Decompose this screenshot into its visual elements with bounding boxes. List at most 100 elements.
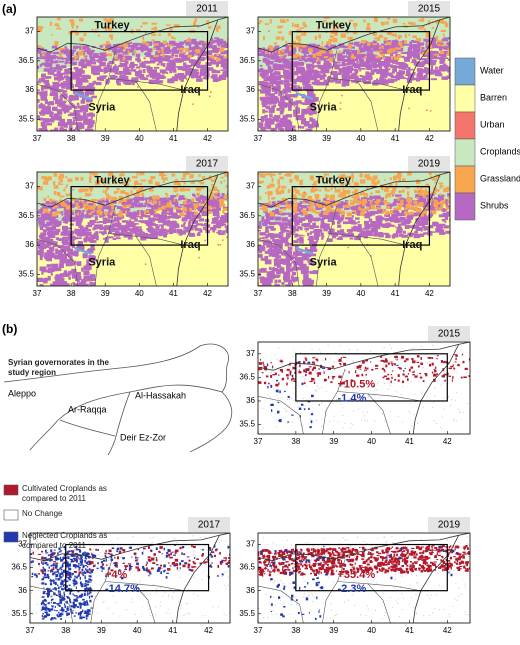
land-cover [169,221,176,225]
land-cover [369,196,376,199]
land-cover [210,59,217,63]
land-cover [63,93,66,98]
land-cover [312,60,315,65]
land-cover [134,218,138,222]
land-cover [38,209,43,214]
land-cover [394,175,400,178]
land-cover [219,74,223,77]
land-cover [120,190,126,194]
land-cover [86,87,91,92]
land-cover [161,57,167,61]
land-cover [83,232,91,235]
land-cover [78,197,82,200]
land-cover [89,49,91,52]
land-cover [166,194,169,197]
land-cover [365,41,369,44]
land-cover [166,62,173,67]
land-cover [199,68,207,71]
land-cover [302,102,309,105]
land-cover [65,219,70,222]
land-cover [64,72,69,75]
land-cover [292,48,297,52]
land-cover [183,222,186,224]
land-cover [133,201,137,206]
land-cover [197,50,204,55]
land-cover [439,198,444,201]
land-cover [217,189,220,194]
land-cover [109,34,114,38]
land-cover [162,55,168,58]
land-cover [351,53,355,58]
land-cover [423,228,427,231]
land-cover [295,216,300,219]
land-cover [351,178,354,183]
land-cover [286,84,290,89]
land-cover [303,75,310,79]
land-cover [297,61,305,66]
land-cover [280,226,286,231]
land-cover [298,41,301,44]
land-cover [223,70,228,73]
land-cover [316,56,320,62]
land-cover [159,172,164,177]
land-cover [191,198,195,203]
land-cover [92,202,95,204]
land-cover [78,224,81,228]
land-cover [220,76,226,81]
land-cover [157,45,165,48]
land-cover [134,77,138,81]
land-cover [265,226,269,231]
land-cover [61,57,69,60]
land-cover [163,76,167,79]
land-cover [358,57,363,60]
land-cover [58,175,61,180]
land-cover [176,200,179,202]
land-cover [317,27,320,32]
land-cover [102,48,108,52]
land-cover [68,127,73,131]
land-cover [73,250,79,256]
land-cover [222,219,226,224]
land-cover [268,30,270,32]
land-cover [131,44,137,49]
land-cover [278,80,284,84]
land-cover [55,248,58,255]
land-cover [424,67,428,71]
land-cover [381,232,388,235]
land-cover [65,227,72,230]
land-cover [387,56,390,61]
land-cover [92,59,98,62]
land-cover [212,188,218,192]
land-cover [69,99,72,105]
land-cover [73,66,79,70]
land-cover [198,181,202,184]
land-cover [267,89,271,95]
land-cover [76,262,79,265]
land-cover [367,24,370,29]
land-cover [425,49,430,53]
land-cover [425,31,432,35]
land-cover [441,199,446,205]
land-cover [324,194,329,199]
land-cover [128,48,135,52]
land-cover [161,211,168,215]
land-cover [301,118,307,125]
land-cover [191,220,199,224]
land-cover [270,51,273,55]
land-cover [273,247,279,252]
land-cover [348,54,355,57]
land-cover [219,198,224,204]
land-cover [419,64,423,67]
land-cover [355,211,360,215]
land-cover [197,202,203,205]
land-cover [185,200,192,203]
land-cover [56,267,62,272]
land-cover [89,57,93,62]
land-cover [37,91,42,95]
land-cover [176,232,183,234]
land-cover [51,263,58,269]
land-cover [398,177,401,182]
land-cover [99,215,104,218]
land-cover [207,57,214,61]
land-cover [153,43,159,46]
